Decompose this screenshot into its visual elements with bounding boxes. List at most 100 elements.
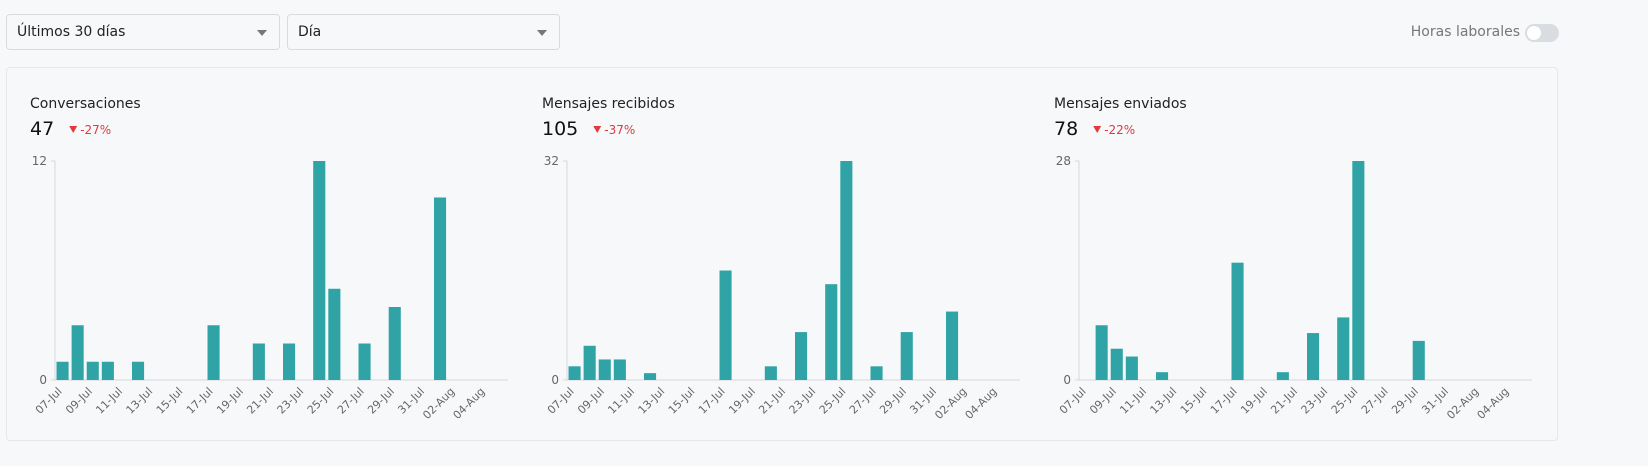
bar	[1307, 333, 1320, 380]
toggle-label: Horas laborales	[1410, 24, 1520, 40]
bar	[434, 197, 447, 380]
bar	[598, 359, 611, 380]
change: -22%	[1104, 123, 1135, 137]
bar	[388, 307, 401, 380]
x-tick-label: 02-Aug	[932, 385, 969, 422]
grouping-value: Día	[298, 24, 322, 40]
bar	[795, 332, 808, 380]
y-tick-label: 28	[1056, 154, 1071, 168]
bar	[946, 311, 959, 380]
bar	[1095, 325, 1108, 380]
bar	[644, 373, 657, 380]
total: 47	[30, 118, 54, 140]
down-arrow	[1093, 126, 1102, 133]
x-tick-label: 13-Jul	[1148, 385, 1180, 417]
bar	[613, 359, 626, 380]
bar	[71, 325, 84, 380]
bar	[1352, 161, 1365, 380]
x-tick-label: 25-Jul	[305, 385, 337, 417]
x-tick-label: 21-Jul	[1268, 385, 1300, 417]
bar	[1156, 372, 1169, 380]
change: -27%	[80, 123, 111, 137]
bar	[1276, 372, 1289, 380]
chevron	[537, 30, 547, 36]
x-tick-label: 27-Jul	[335, 385, 367, 417]
range-dropdown[interactable]: Últimos 30 días	[6, 14, 280, 50]
chart-title: Conversaciones	[30, 96, 141, 112]
total: 78	[1054, 118, 1078, 140]
toggle-knob	[1527, 26, 1541, 40]
bar	[1337, 317, 1350, 380]
bar	[283, 343, 296, 380]
x-tick-label: 07-Jul	[1057, 385, 1089, 417]
bar	[252, 343, 265, 380]
x-tick-label: 11-Jul	[1117, 385, 1149, 417]
x-tick-label: 09-Jul	[1087, 385, 1119, 417]
bar	[840, 161, 853, 380]
x-tick-label: 25-Jul	[817, 385, 849, 417]
chart-title: Mensajes enviados	[1054, 96, 1187, 112]
x-tick-label: 19-Jul	[1238, 385, 1270, 417]
y-tick-label: 12	[32, 154, 47, 168]
x-tick-label: 07-Jul	[33, 385, 65, 417]
chevron	[257, 30, 267, 36]
x-tick-label: 09-Jul	[63, 385, 95, 417]
bar	[568, 366, 581, 380]
x-tick-label: 29-Jul	[365, 385, 397, 417]
x-tick-label: 19-Jul	[214, 385, 246, 417]
x-tick-label: 02-Aug	[1444, 385, 1481, 422]
x-tick-label: 23-Jul	[787, 385, 819, 417]
bar	[313, 161, 326, 380]
y-tick-label: 0	[39, 373, 47, 387]
bar	[719, 270, 732, 380]
x-tick-label: 11-Jul	[93, 385, 125, 417]
bar	[764, 366, 777, 380]
bar	[1412, 340, 1425, 380]
x-tick-label: 25-Jul	[1329, 385, 1361, 417]
bar	[56, 361, 69, 380]
x-tick-label: 15-Jul	[154, 385, 186, 417]
x-tick-label: 23-Jul	[1299, 385, 1331, 417]
bar	[583, 345, 596, 380]
x-tick-label: 23-Jul	[275, 385, 307, 417]
x-tick-label: 11-Jul	[605, 385, 637, 417]
down-arrow	[593, 126, 602, 133]
x-tick-label: 21-Jul	[756, 385, 788, 417]
bar	[86, 361, 99, 380]
range-value: Últimos 30 días	[17, 24, 126, 40]
y-tick-label: 0	[1063, 373, 1071, 387]
bar	[1231, 262, 1244, 380]
x-tick-label: 17-Jul	[696, 385, 728, 417]
chart-title: Mensajes recibidos	[542, 96, 675, 112]
x-tick-label: 27-Jul	[847, 385, 879, 417]
x-tick-label: 15-Jul	[666, 385, 698, 417]
x-tick-label: 21-Jul	[244, 385, 276, 417]
down-arrow	[69, 126, 78, 133]
grouping-dropdown[interactable]: Día	[287, 14, 560, 50]
bar	[825, 284, 838, 380]
x-tick-label: 27-Jul	[1359, 385, 1391, 417]
y-tick-label: 32	[544, 154, 559, 168]
bar	[870, 366, 883, 380]
change: -37%	[604, 123, 635, 137]
x-tick-label: 17-Jul	[184, 385, 216, 417]
x-tick-label: 04-Aug	[1475, 385, 1512, 422]
x-tick-label: 02-Aug	[420, 385, 457, 422]
x-tick-label: 13-Jul	[124, 385, 156, 417]
x-tick-label: 19-Jul	[726, 385, 758, 417]
bar	[358, 343, 371, 380]
bar	[207, 325, 220, 380]
bar	[328, 288, 341, 380]
y-tick-label: 0	[551, 373, 559, 387]
x-tick-label: 13-Jul	[636, 385, 668, 417]
x-tick-label: 17-Jul	[1208, 385, 1240, 417]
toggle-switch[interactable]	[1525, 24, 1559, 42]
x-tick-label: 15-Jul	[1178, 385, 1210, 417]
x-tick-label: 04-Aug	[963, 385, 1000, 422]
bar	[101, 361, 114, 380]
x-tick-label: 04-Aug	[451, 385, 488, 422]
x-tick-label: 07-Jul	[545, 385, 577, 417]
bar	[1125, 356, 1138, 380]
